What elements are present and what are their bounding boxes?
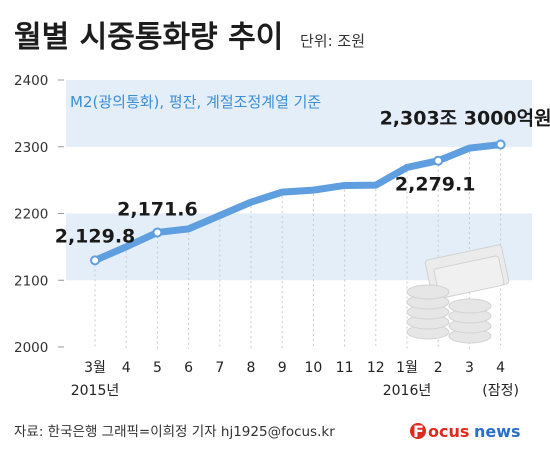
x-tick-label: 9 [278, 360, 287, 376]
data-point [90, 255, 100, 266]
x-tick-label: 7 [215, 360, 224, 376]
brand-suffix: news [474, 422, 521, 441]
x-tick-label: 8 [247, 360, 256, 376]
data-label: 2,171.6 [117, 198, 198, 220]
brand-mark: F [413, 422, 424, 441]
x-tick-label: 3 [465, 360, 474, 376]
x-tick-sublabel: 2015년 [71, 383, 120, 399]
x-tick-label: 1월 [396, 360, 418, 376]
x-tick-label: 11 [336, 360, 354, 376]
x-tick-label: 4 [122, 360, 131, 376]
x-tick-sublabel: (잠정) [482, 383, 519, 399]
data-point [433, 155, 444, 166]
x-tick-label: 2 [434, 360, 443, 376]
data-point [152, 227, 163, 238]
x-tick-label: 6 [184, 360, 193, 376]
background-bands [66, 80, 532, 281]
money-icon [406, 244, 510, 344]
series-layer [90, 139, 506, 266]
bill-shape [433, 255, 505, 299]
y-tick-label: 2000 [14, 340, 48, 356]
chart-subtitle: M2(광의통화), 평잔, 계절조정계열 기준 [70, 93, 321, 111]
brand-word: ocus [428, 422, 469, 441]
x-tick-sublabel: 2016년 [383, 383, 432, 399]
coin-shape [448, 298, 492, 314]
band-rect [66, 80, 532, 147]
x-tick-label: 4 [496, 360, 505, 376]
y-tick-label: 2300 [14, 140, 48, 156]
data-labels-layer: 2,129.8 2,171.6 2,279.1 2,303조 3000억원 [55, 108, 550, 248]
y-tick-label: 2100 [14, 273, 48, 289]
data-label: 2,303조 3000억원 [380, 108, 550, 130]
series-line [91, 141, 505, 264]
unit-label: 단위: 조원 [300, 32, 365, 50]
x-tick-label: 5 [153, 360, 162, 376]
coin-shape [406, 284, 450, 300]
y-tick-label: 2400 [14, 73, 48, 89]
x-tick-label: 3월 [84, 360, 106, 376]
source-text: 자료: 한국은행 그래픽=이희정 기자 hj1925@focus.kr [14, 424, 335, 440]
brand-logo: F ocus news [410, 422, 521, 441]
x-tick-label: 12 [367, 360, 385, 376]
data-point [495, 139, 506, 150]
data-label: 2,129.8 [55, 225, 136, 247]
y-tick-label: 2200 [14, 207, 48, 223]
brand-dot-icon [410, 423, 426, 439]
chart-title: 월별 시중통화량 추이 [14, 20, 283, 55]
x-tick-label: 10 [304, 360, 322, 376]
data-label: 2,279.1 [395, 174, 476, 196]
y-axis-ticks: 2000 2100 2200 2300 2400 [14, 73, 64, 356]
